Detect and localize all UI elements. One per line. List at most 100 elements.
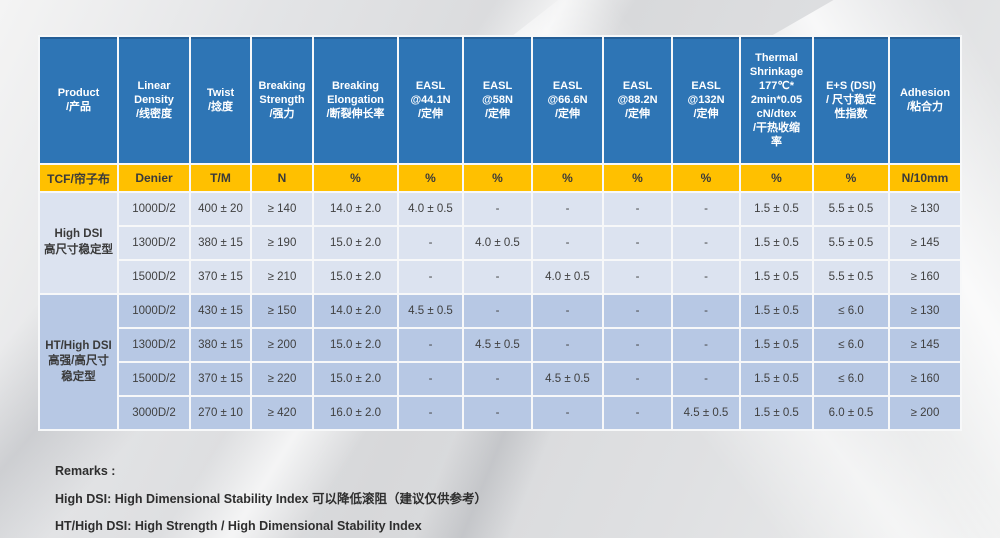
- data-cell: -: [464, 295, 531, 327]
- data-cell: 15.0 ± 2.0: [314, 363, 397, 395]
- data-cell: -: [604, 295, 671, 327]
- group-label-high-dsi: High DSI 高尺寸稳定型: [40, 193, 117, 293]
- data-cell: 430 ± 15: [191, 295, 250, 327]
- data-cell: 15.0 ± 2.0: [314, 329, 397, 361]
- data-cell: 1300D/2: [119, 227, 189, 259]
- data-cell: 5.5 ± 0.5: [814, 193, 888, 225]
- data-cell: 1.5 ± 0.5: [741, 227, 812, 259]
- data-cell: 4.0 ± 0.5: [533, 261, 602, 293]
- header-cell-es-dsi: E+S (DSI) / 尺寸稳定 性指数: [814, 37, 888, 163]
- header-cell-easl-88-2n: EASL @88.2N /定伸: [604, 37, 671, 163]
- data-cell: 5.5 ± 0.5: [814, 227, 888, 259]
- data-cell: 14.0 ± 2.0: [314, 193, 397, 225]
- data-cell: 370 ± 15: [191, 261, 250, 293]
- data-cell: -: [604, 363, 671, 395]
- data-cell: -: [673, 363, 739, 395]
- data-cell: ≥ 145: [890, 227, 960, 259]
- data-cell: -: [533, 329, 602, 361]
- data-cell: 370 ± 15: [191, 363, 250, 395]
- data-cell: ≥ 420: [252, 397, 312, 429]
- unit-cell: %: [314, 165, 397, 191]
- table-row: 1300D/2 380 ± 15 ≥ 190 15.0 ± 2.0 - 4.0 …: [40, 227, 960, 259]
- data-cell: 1.5 ± 0.5: [741, 397, 812, 429]
- data-cell: 1.5 ± 0.5: [741, 261, 812, 293]
- data-cell: ≥ 200: [252, 329, 312, 361]
- data-cell: ≥ 130: [890, 193, 960, 225]
- data-cell: 15.0 ± 2.0: [314, 261, 397, 293]
- unit-cell: %: [533, 165, 602, 191]
- data-cell: 1.5 ± 0.5: [741, 363, 812, 395]
- data-cell: 1500D/2: [119, 261, 189, 293]
- header-cell-thermal-shrinkage: Thermal Shrinkage 177℃* 2min*0.05 cN/dte…: [741, 37, 812, 163]
- data-cell: 1.5 ± 0.5: [741, 193, 812, 225]
- data-cell: -: [533, 397, 602, 429]
- data-cell: 4.5 ± 0.5: [673, 397, 739, 429]
- group-label-ht-high-dsi: HT/High DSI 高强/高尺寸 稳定型: [40, 295, 117, 429]
- data-cell: ≥ 200: [890, 397, 960, 429]
- data-cell: -: [673, 227, 739, 259]
- spec-table: Product /产品 Linear Density /线密度 Twist /捻…: [38, 35, 962, 431]
- data-cell: 1000D/2: [119, 295, 189, 327]
- data-cell: 4.0 ± 0.5: [399, 193, 462, 225]
- header-cell-easl-132n: EASL @132N /定伸: [673, 37, 739, 163]
- header-cell-product: Product /产品: [40, 37, 117, 163]
- data-cell: 14.0 ± 2.0: [314, 295, 397, 327]
- data-cell: ≥ 130: [890, 295, 960, 327]
- data-cell: -: [464, 363, 531, 395]
- data-cell: -: [399, 227, 462, 259]
- data-cell: -: [604, 193, 671, 225]
- unit-cell: %: [399, 165, 462, 191]
- units-row: TCF/帘子布 Denier T/M N % % % % % % % % N/1…: [40, 165, 960, 191]
- data-cell: -: [399, 261, 462, 293]
- data-cell: ≥ 160: [890, 363, 960, 395]
- data-cell: ≤ 6.0: [814, 295, 888, 327]
- unit-cell: T/M: [191, 165, 250, 191]
- data-cell: -: [533, 295, 602, 327]
- remarks-title: Remarks :: [55, 464, 116, 478]
- data-cell: 4.5 ± 0.5: [533, 363, 602, 395]
- data-cell: 16.0 ± 2.0: [314, 397, 397, 429]
- data-cell: -: [399, 397, 462, 429]
- remarks-block: Remarks : High DSI: High Dimensional Sta…: [55, 464, 487, 538]
- data-cell: -: [604, 261, 671, 293]
- data-cell: ≤ 6.0: [814, 363, 888, 395]
- unit-cell: N/10mm: [890, 165, 960, 191]
- data-cell: ≥ 145: [890, 329, 960, 361]
- data-cell: 6.0 ± 0.5: [814, 397, 888, 429]
- header-cell-breaking-strength: Breaking Strength /强力: [252, 37, 312, 163]
- data-cell: -: [673, 329, 739, 361]
- remarks-line-ht-high-dsi: HT/High DSI: High Strength / High Dimens…: [55, 519, 422, 533]
- data-cell: -: [673, 261, 739, 293]
- data-cell: ≥ 220: [252, 363, 312, 395]
- header-cell-twist: Twist /捻度: [191, 37, 250, 163]
- data-cell: 380 ± 15: [191, 329, 250, 361]
- data-cell: 1000D/2: [119, 193, 189, 225]
- data-cell: 1300D/2: [119, 329, 189, 361]
- data-cell: -: [604, 397, 671, 429]
- data-cell: 15.0 ± 2.0: [314, 227, 397, 259]
- table-row: HT/High DSI 高强/高尺寸 稳定型 1000D/2 430 ± 15 …: [40, 295, 960, 429]
- data-cell: -: [673, 295, 739, 327]
- header-cell-easl-44-1n: EASL @44.1N /定伸: [399, 37, 462, 163]
- header-cell-easl-66-6n: EASL @66.6N /定伸: [533, 37, 602, 163]
- data-cell: -: [604, 329, 671, 361]
- unit-cell: %: [814, 165, 888, 191]
- data-cell: -: [464, 261, 531, 293]
- unit-cell: N: [252, 165, 312, 191]
- data-cell: 4.0 ± 0.5: [464, 227, 531, 259]
- table-row: 1500D/2 370 ± 15 ≥ 210 15.0 ± 2.0 - - 4.…: [40, 261, 960, 293]
- header-cell-linear-density: Linear Density /线密度: [119, 37, 189, 163]
- data-cell: -: [533, 193, 602, 225]
- data-cell: 5.5 ± 0.5: [814, 261, 888, 293]
- table-row: 1300D/2 380 ± 15 ≥ 200 15.0 ± 2.0 - 4.5 …: [40, 329, 960, 361]
- table-row: 1500D/2 370 ± 15 ≥ 220 15.0 ± 2.0 - - 4.…: [40, 363, 960, 395]
- table-row: High DSI 高尺寸稳定型 1000D/2 400 ± 20 ≥ 140 1…: [40, 193, 960, 293]
- unit-cell-tcf: TCF/帘子布: [40, 165, 117, 191]
- table-row: 3000D/2 270 ± 10 ≥ 420 16.0 ± 2.0 - - - …: [40, 397, 960, 429]
- data-cell: -: [399, 329, 462, 361]
- data-cell: 4.5 ± 0.5: [464, 329, 531, 361]
- data-cell: ≤ 6.0: [814, 329, 888, 361]
- data-cell: 4.5 ± 0.5: [399, 295, 462, 327]
- header-cell-breaking-elongation: Breaking Elongation /断裂伸长率: [314, 37, 397, 163]
